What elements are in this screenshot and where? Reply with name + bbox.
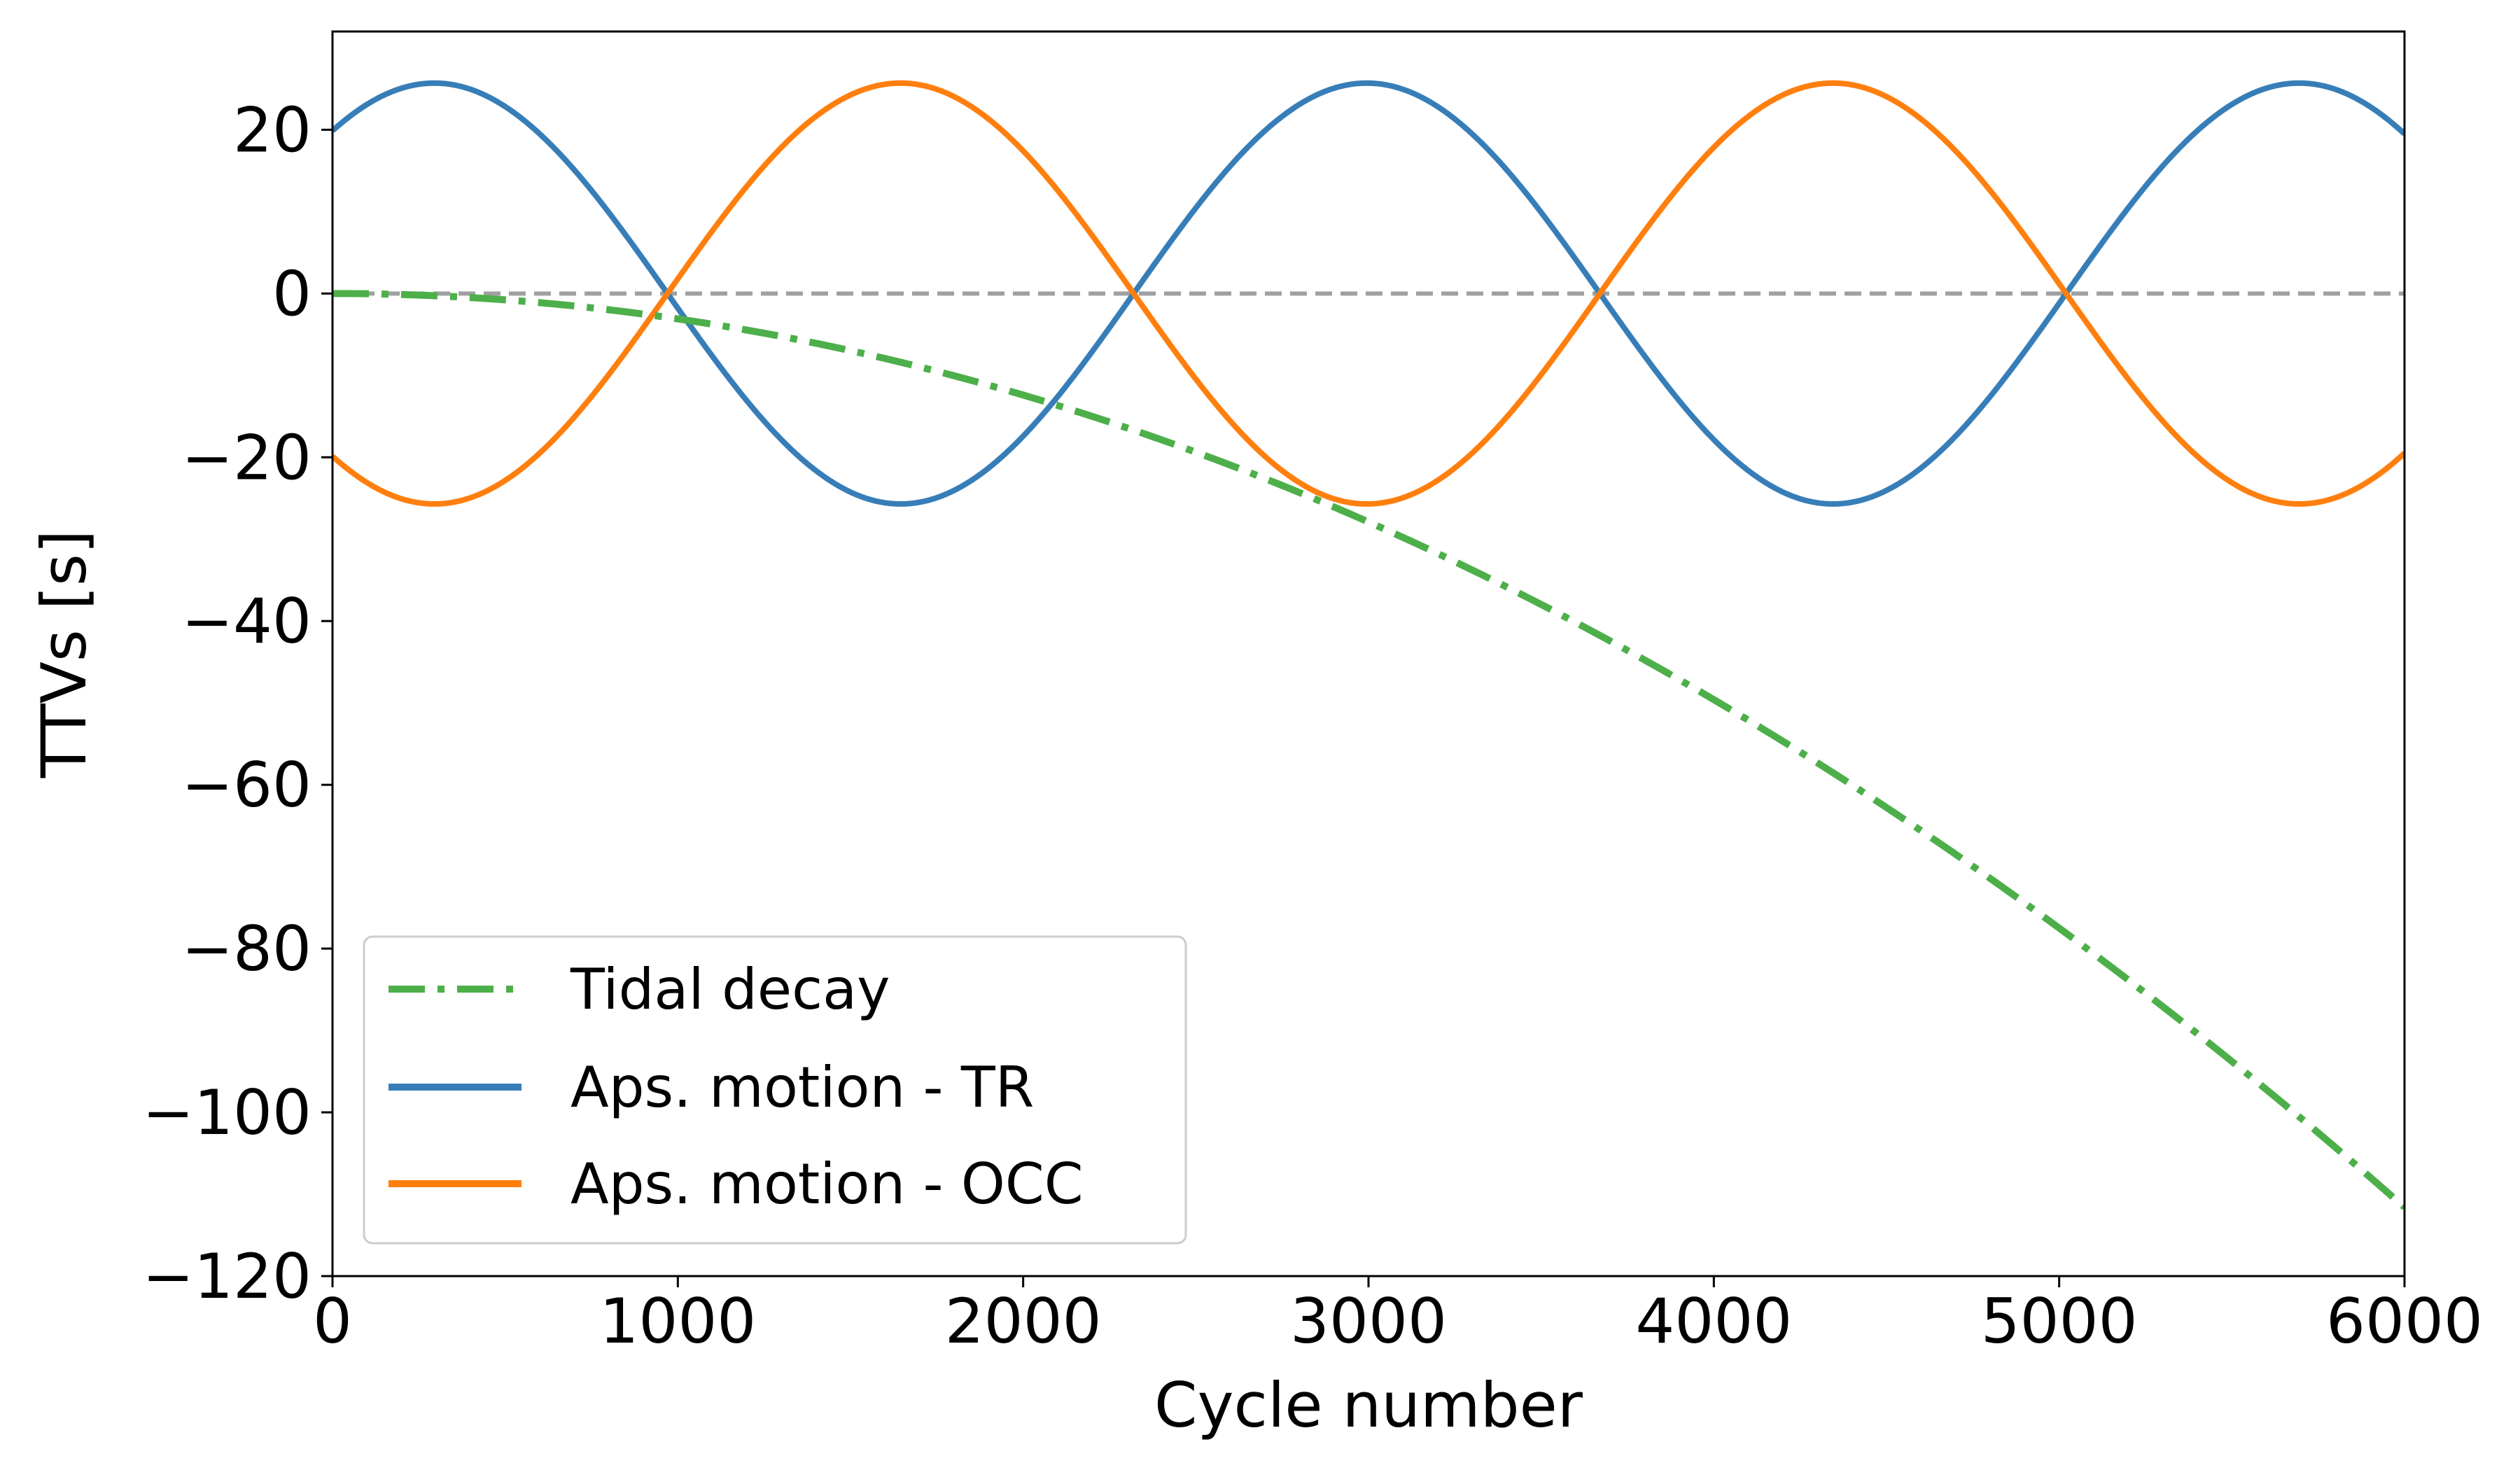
x-tick-label: 6000 [2326,1285,2483,1357]
y-tick-label: −120 [142,1240,312,1312]
y-tick-label: −20 [181,421,312,493]
legend-box [363,935,1187,1245]
y-tick-label: 0 [272,258,312,330]
x-tick-label: 5000 [1981,1285,2138,1357]
y-tick-label: −60 [181,749,312,821]
series-line-aps-motion-occ [332,80,2404,507]
y-tick-label: −100 [142,1077,312,1149]
y-tick-label: 20 [233,94,312,166]
series-layer [332,80,2404,1210]
x-axis-label: Cycle number [1154,1369,1583,1441]
x-tick-label: 0 [313,1285,352,1357]
x-tick-label: 3000 [1290,1285,1447,1357]
series-line-tidal-decay [332,290,2404,1210]
series-line-aps-motion-tr [332,80,2404,507]
x-tick-label: 4000 [1635,1285,1792,1357]
y-axis-label: TTVs [s] [28,530,100,779]
legend-label-tidal-decay: Tidal decay [570,957,890,1022]
y-tick-label: −40 [181,585,312,657]
legend-label-aps-motion-occ: Aps. motion - OCC [570,1152,1084,1217]
legend: Tidal decay Aps. motion - TR Aps. motion… [363,935,1187,1245]
y-tick-label: −80 [181,913,312,985]
x-tick-label: 2000 [945,1285,1102,1357]
tick-layer: 0 1000 2000 3000 4000 5000 6000 20 0 −20 −40 −60 −80… [142,94,2483,1357]
x-tick-label: 1000 [599,1285,756,1357]
legend-label-aps-motion-tr: Aps. motion - TR [570,1055,1034,1120]
